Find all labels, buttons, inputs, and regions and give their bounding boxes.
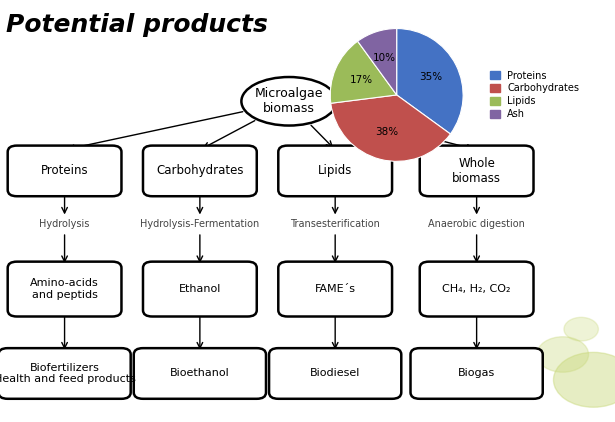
- Wedge shape: [330, 41, 397, 103]
- Text: Hydrolysis-Fermentation: Hydrolysis-Fermentation: [140, 219, 260, 229]
- Wedge shape: [358, 29, 397, 95]
- Text: Anaerobic digestion: Anaerobic digestion: [428, 219, 525, 229]
- Text: Biofertilizers
Health and feed products: Biofertilizers Health and feed products: [0, 362, 135, 384]
- Text: Lipids: Lipids: [318, 165, 352, 177]
- Text: 35%: 35%: [419, 73, 443, 82]
- Legend: Proteins, Carbohydrates, Lipids, Ash: Proteins, Carbohydrates, Lipids, Ash: [488, 69, 581, 121]
- Text: Carbohydrates: Carbohydrates: [156, 165, 244, 177]
- FancyBboxPatch shape: [411, 348, 542, 399]
- FancyBboxPatch shape: [278, 262, 392, 316]
- Text: 10%: 10%: [373, 53, 396, 63]
- Circle shape: [537, 337, 589, 372]
- Text: Amino-acids
and peptids: Amino-acids and peptids: [30, 278, 99, 300]
- Circle shape: [554, 352, 615, 407]
- FancyBboxPatch shape: [7, 146, 122, 196]
- FancyBboxPatch shape: [419, 146, 533, 196]
- FancyBboxPatch shape: [134, 348, 266, 399]
- FancyBboxPatch shape: [278, 146, 392, 196]
- Circle shape: [564, 317, 598, 341]
- FancyBboxPatch shape: [143, 262, 257, 316]
- FancyBboxPatch shape: [419, 262, 533, 316]
- Text: Proteins: Proteins: [41, 165, 89, 177]
- Text: Hydrolysis: Hydrolysis: [39, 219, 90, 229]
- Text: Potential products: Potential products: [6, 13, 268, 37]
- FancyBboxPatch shape: [7, 262, 122, 316]
- Text: Biodiesel: Biodiesel: [310, 368, 360, 379]
- FancyBboxPatch shape: [0, 348, 130, 399]
- Text: Transesterification: Transesterification: [290, 219, 380, 229]
- Wedge shape: [331, 95, 450, 161]
- Text: FAME´s: FAME´s: [315, 284, 355, 294]
- Text: Biogas: Biogas: [458, 368, 495, 379]
- Text: Ethanol: Ethanol: [179, 284, 221, 294]
- Text: Microalgae
biomass: Microalgae biomass: [255, 87, 323, 115]
- Text: CH₄, H₂, CO₂: CH₄, H₂, CO₂: [442, 284, 511, 294]
- FancyBboxPatch shape: [143, 146, 257, 196]
- Ellipse shape: [241, 77, 337, 125]
- Text: 38%: 38%: [376, 127, 399, 137]
- Text: Whole
biomass: Whole biomass: [452, 157, 501, 185]
- Text: Bioethanol: Bioethanol: [170, 368, 230, 379]
- Text: 17%: 17%: [350, 75, 373, 85]
- FancyBboxPatch shape: [269, 348, 401, 399]
- Wedge shape: [397, 29, 463, 134]
